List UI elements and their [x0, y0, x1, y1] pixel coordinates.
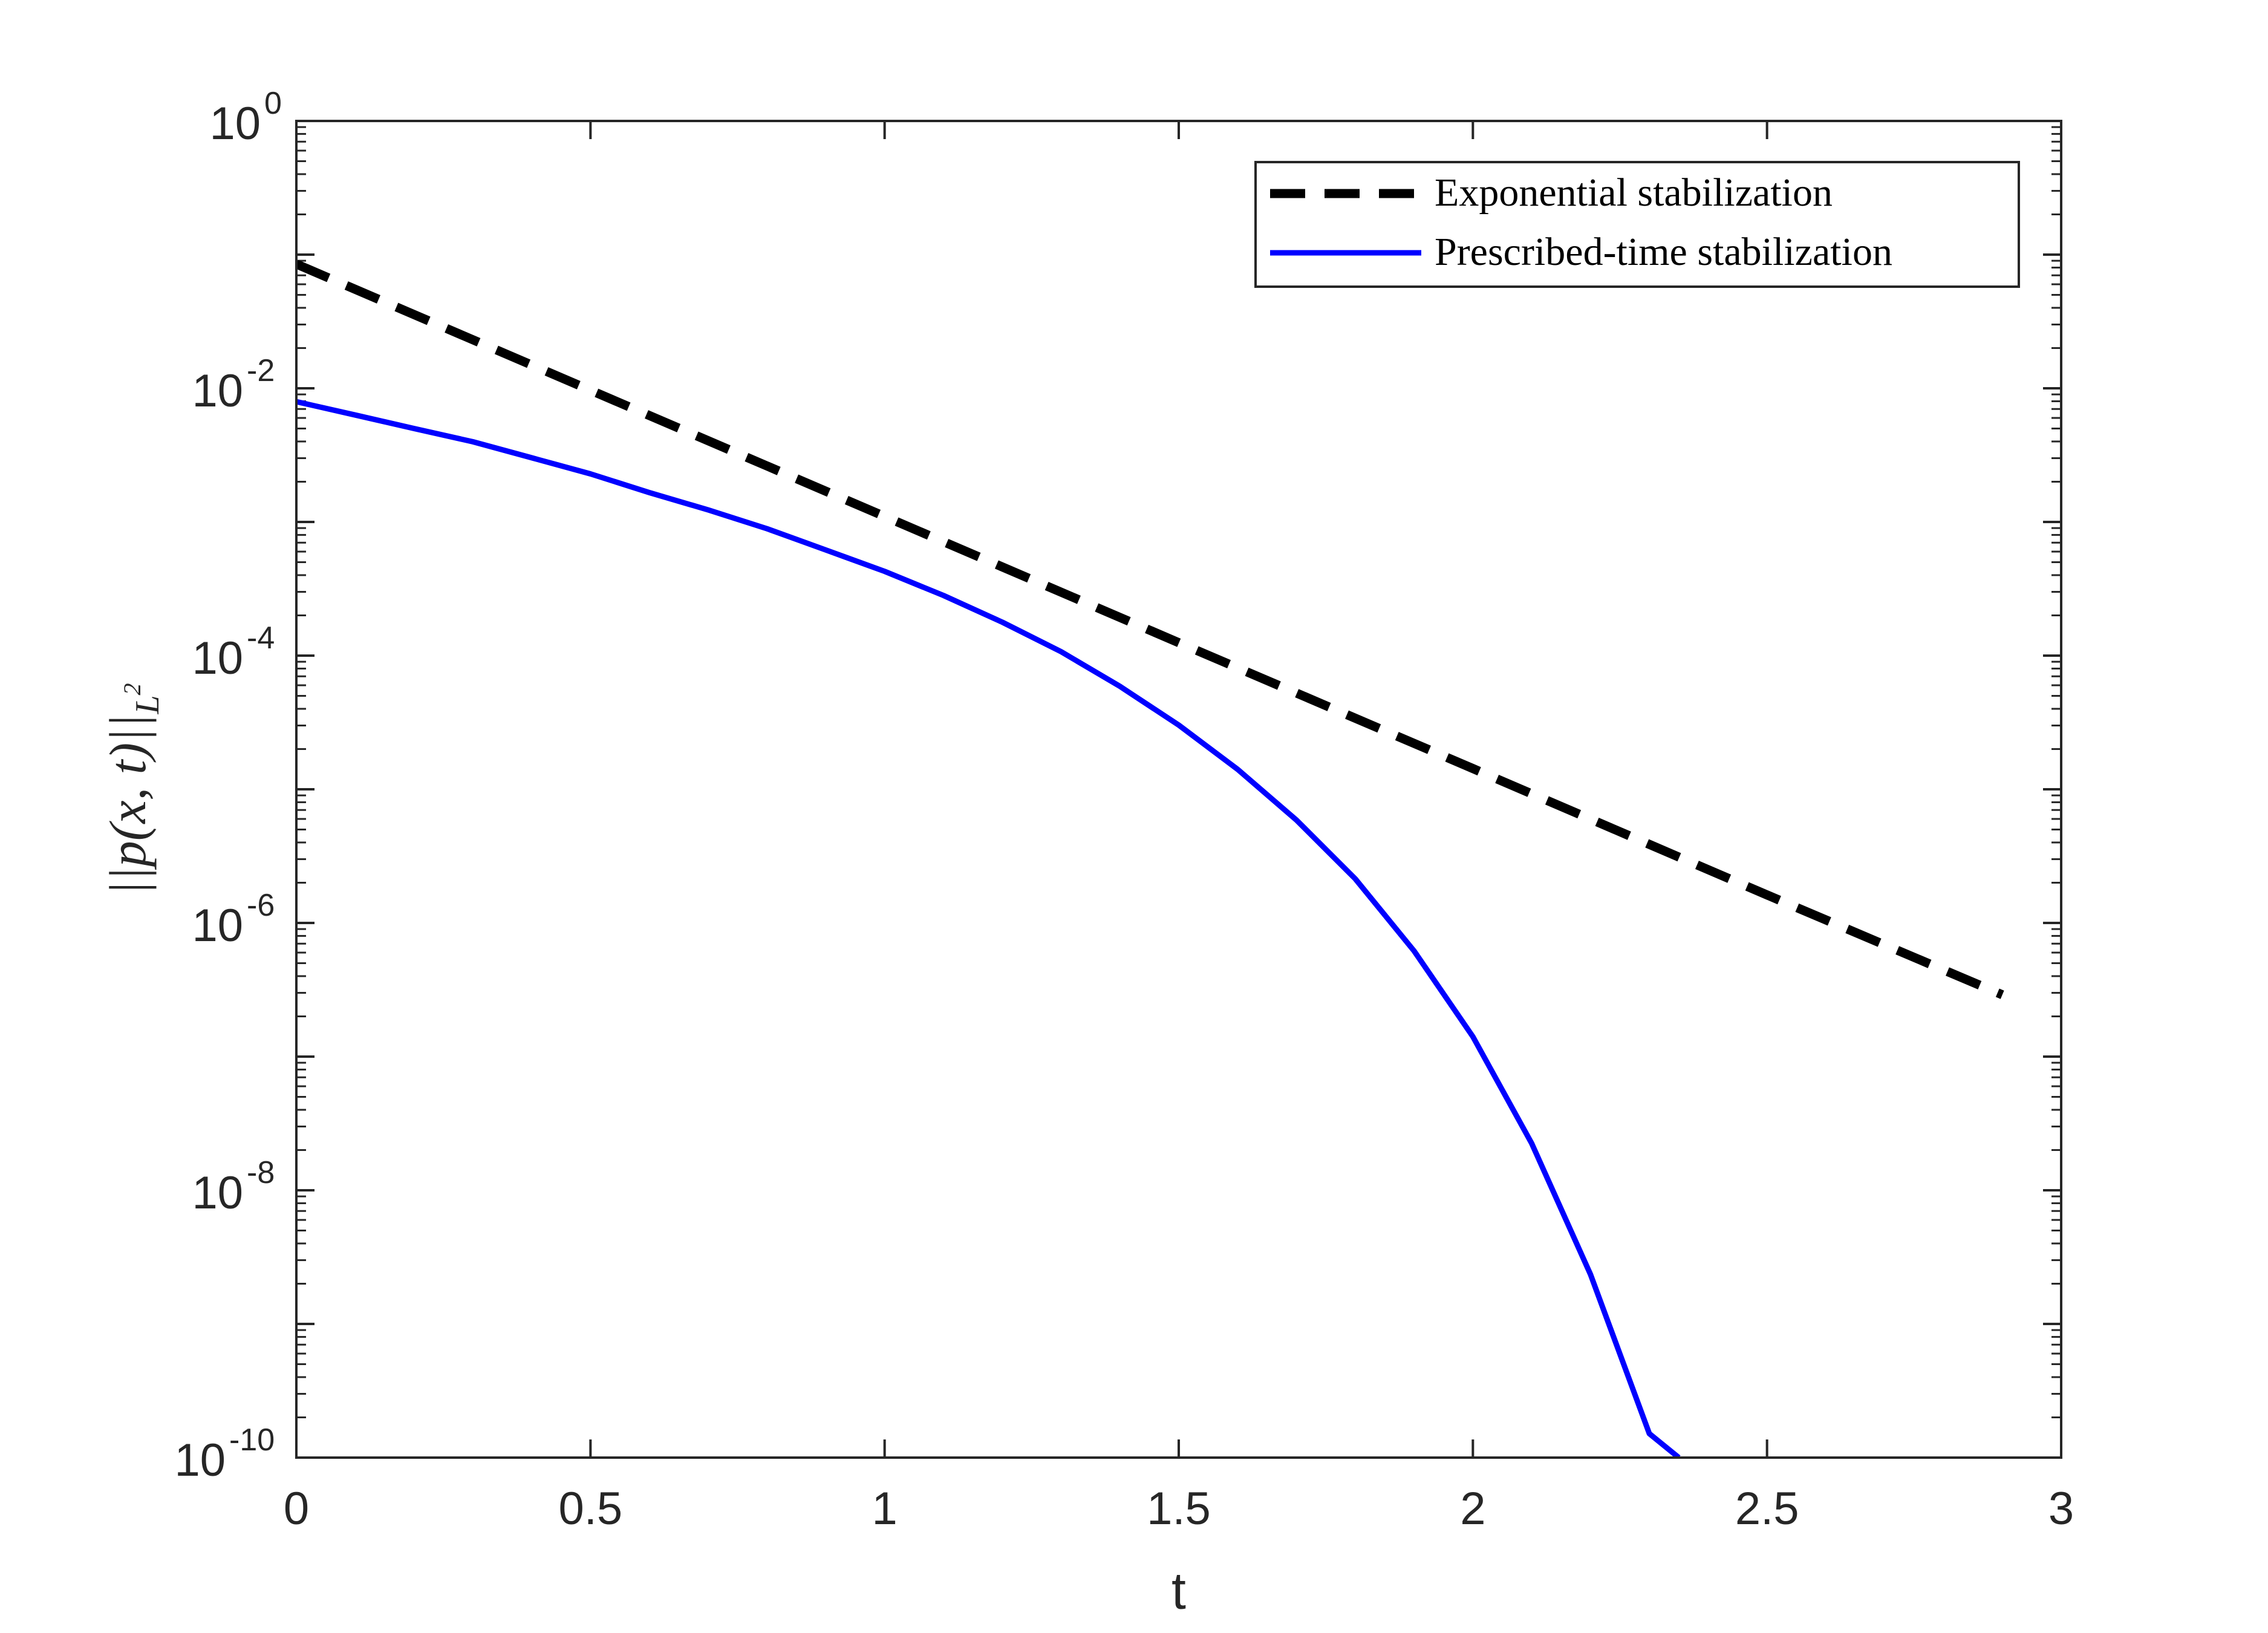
x-tick-label: 2 — [1460, 1483, 1485, 1534]
y-tick-label-exponent: -8 — [247, 1155, 275, 1190]
x-tick-labels: 0 0.5 1 1.5 2 2.5 3 — [284, 1483, 2074, 1534]
svg-text:||p(x, t)||L2: ||p(x, t)||L2 — [99, 683, 166, 895]
x-tick-label: 0.5 — [559, 1483, 623, 1534]
x-tick-label: 3 — [2048, 1483, 2074, 1534]
y-tick-label: 10 — [192, 1167, 243, 1219]
y-axis-title-superscript: 2 — [119, 683, 146, 695]
y-tick-label-exponent: 0 — [264, 86, 282, 121]
legend-box — [1254, 161, 2020, 288]
series-line-prescribed — [296, 399, 1681, 1458]
x-tick-label: 1.5 — [1147, 1483, 1211, 1534]
x-tick-label: 2.5 — [1735, 1483, 1799, 1534]
y-tick-label-exponent: -2 — [247, 353, 275, 388]
series-line-exponential — [296, 259, 2004, 999]
y-axis-title-subscript: L — [129, 695, 166, 714]
y-tick-label: 10 — [192, 633, 243, 684]
plot-background — [296, 121, 2061, 1458]
x-tick-label: 1 — [872, 1483, 898, 1534]
y-tick-label-exponent: -6 — [247, 888, 275, 923]
x-axis-title: t — [1171, 1562, 1186, 1620]
y-tick-label-exponent: -4 — [247, 621, 275, 656]
y-tick-label: 10 — [209, 98, 261, 149]
legend-label-exponential: Exponential stabilization — [1435, 171, 1833, 215]
legend-label-prescribed: Prescribed-time stabilization — [1435, 230, 1892, 274]
y-axis-title: ||p(x, t)||L2 — [99, 683, 166, 895]
y-axis-title-main: ||p(x, t)|| — [99, 714, 157, 896]
y-tick-label: 10 — [192, 900, 243, 951]
x-tick-label: 0 — [284, 1483, 309, 1534]
y-tick-label: 10 — [192, 365, 243, 417]
legend: Exponential stabilization Prescribed-tim… — [1254, 161, 2020, 288]
series-layer — [296, 259, 2004, 1458]
y-tick-label-exponent: -10 — [229, 1423, 275, 1458]
plot-frame — [295, 120, 2062, 1459]
y-tick-label: 10 — [174, 1435, 226, 1486]
